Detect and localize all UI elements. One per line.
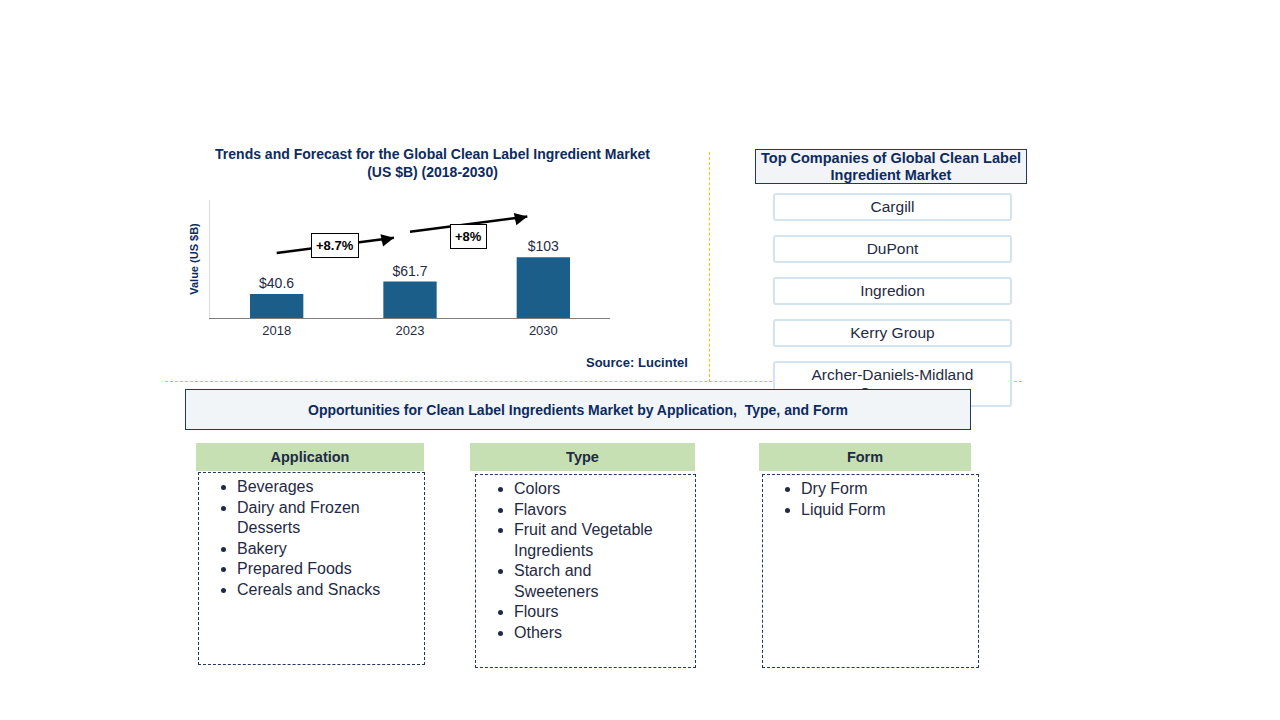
html-text:Cereals and Snacks: Cereals and Snacks	[237, 580, 381, 598]
html-text:Dry Form: Dry Form	[801, 480, 868, 497]
html-text:Colors: Colors	[514, 480, 561, 497]
html-text:Starch and Sweeteners: Starch and Sweeteners	[514, 562, 599, 600]
svg-text:+8%: +8%	[455, 229, 482, 244]
html-text:Beverages: Beverages	[237, 478, 314, 495]
html-text:Archer-Daniels-Midland Company: Archer-Daniels-Midland Company	[811, 366, 974, 401]
html-text:Liquid Form: Liquid Form	[801, 500, 886, 518]
html-text:Opportunities for Clean Label: Opportunities for Clean Label Ingredient…	[308, 401, 848, 418]
html-text:Kerry Group: Kerry Group	[850, 324, 935, 341]
svg-text:2030: 2030	[529, 323, 558, 338]
svg-text:Trends and Forecast for the Gl: Trends and Forecast for the Global Clean…	[215, 146, 650, 180]
html-text:Fruit and Vegetable Ingredient: Fruit and Vegetable Ingredients	[514, 521, 653, 559]
svg-text:$40.6: $40.6	[259, 275, 294, 291]
svg-text:2018: 2018	[262, 323, 291, 338]
html-text:Dairy and Frozen Desserts: Dairy and Frozen Desserts	[237, 498, 360, 536]
svg-text:$61.7: $61.7	[392, 263, 427, 279]
html-text:Form: Form	[846, 449, 884, 465]
svg-text:Source: Lucintel: Source: Lucintel	[586, 355, 688, 370]
html-text:Flours: Flours	[514, 603, 559, 620]
html-text:Cargill: Cargill	[870, 198, 915, 215]
html-text:DuPont: DuPont	[866, 240, 919, 257]
svg-text:$103: $103	[528, 238, 559, 254]
html-text:Top Companies of Global Clean: Top Companies of Global Clean Label Ingr…	[761, 149, 1021, 183]
html-text:Application: Application	[270, 449, 350, 465]
html-text:Type: Type	[566, 449, 599, 465]
html-text:Prepared Foods: Prepared Foods	[237, 560, 352, 577]
html-text:Flavors: Flavors	[514, 500, 567, 518]
html-text:Bakery: Bakery	[237, 539, 287, 557]
html-text:Ingredion: Ingredion	[860, 282, 925, 299]
svg-text:Value (US $B): Value (US $B)	[188, 223, 200, 295]
html-text:Others: Others	[514, 623, 562, 641]
svg-text:2023: 2023	[396, 323, 425, 338]
svg-text:+8.7%: +8.7%	[316, 238, 354, 253]
